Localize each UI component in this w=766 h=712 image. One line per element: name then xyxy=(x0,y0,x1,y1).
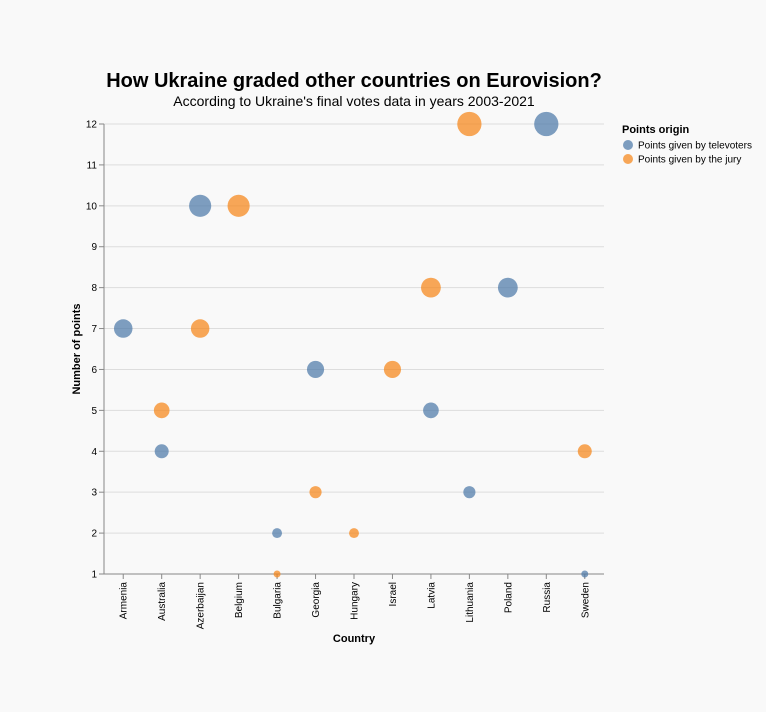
data-point xyxy=(272,528,283,539)
data-point xyxy=(113,319,133,338)
y-tick-label: 12 xyxy=(86,120,98,131)
y-tick-label: 8 xyxy=(91,283,97,294)
y-axis-title: Number of points xyxy=(71,303,83,394)
y-tick-label: 5 xyxy=(91,406,97,417)
x-tick-label: Bulgaria xyxy=(273,582,284,619)
x-tick-label: Sweden xyxy=(580,582,591,618)
data-point xyxy=(383,360,402,379)
y-tick-label: 11 xyxy=(87,160,98,171)
data-point xyxy=(189,194,212,217)
y-tick-label: 7 xyxy=(91,324,97,335)
grid xyxy=(104,123,604,575)
legend-label: Points given by televoters xyxy=(638,141,752,152)
data-point xyxy=(227,194,250,217)
data-point xyxy=(534,111,559,137)
legend-title: Points origin xyxy=(622,124,690,136)
y-tick-label: 4 xyxy=(91,447,97,458)
x-tick-label: Armenia xyxy=(119,582,130,620)
data-point xyxy=(273,570,281,578)
data-point xyxy=(497,277,518,298)
legend-symbol xyxy=(623,154,633,164)
x-tick-label: Russia xyxy=(542,582,553,613)
legend-symbol xyxy=(623,140,633,150)
chart-subtitle: According to Ukraine's final votes data … xyxy=(173,93,535,109)
y-tick-label: 9 xyxy=(91,242,97,253)
x-tick-label: Israel xyxy=(388,582,399,606)
data-point xyxy=(581,570,589,578)
data-point xyxy=(457,111,482,137)
legend-label: Points given by the jury xyxy=(638,155,741,166)
x-tick-label: Poland xyxy=(503,582,514,613)
data-point xyxy=(306,360,325,379)
y-tick-label: 6 xyxy=(91,365,97,376)
x-tick-label: Azerbaijan xyxy=(196,582,207,629)
data-point xyxy=(349,528,359,539)
x-tick-label: Australia xyxy=(157,582,168,621)
data-point xyxy=(577,444,592,459)
y-tick-label: 2 xyxy=(91,529,97,540)
data-point xyxy=(153,402,170,419)
x-tick-label: Latvia xyxy=(426,582,437,609)
x-axis-title: Country xyxy=(333,633,376,645)
chart-title: How Ukraine graded other countries on Eu… xyxy=(106,70,602,92)
x-tick-label: Belgium xyxy=(234,582,245,618)
data-points xyxy=(113,111,592,578)
x-tick-label: Hungary xyxy=(350,582,361,620)
y-tick-label: 10 xyxy=(86,201,98,212)
data-point xyxy=(309,486,322,499)
data-point xyxy=(190,319,210,338)
y-tick-label: 3 xyxy=(91,488,97,499)
data-point xyxy=(154,444,169,459)
y-tick-label: 1 xyxy=(91,570,97,581)
data-point xyxy=(423,402,439,419)
x-tick-label: Georgia xyxy=(311,582,322,618)
legend: Points origin Points given by televoters… xyxy=(622,124,752,166)
data-point xyxy=(463,486,476,499)
data-point xyxy=(421,277,441,298)
x-tick-label: Lithuania xyxy=(465,582,476,623)
